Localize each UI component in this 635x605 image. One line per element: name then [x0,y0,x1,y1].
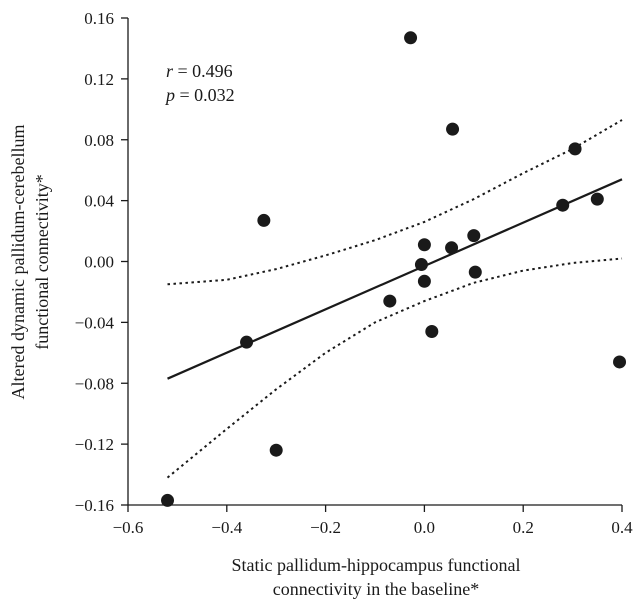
y-tick-label: −0.08 [75,374,114,393]
data-point [414,258,428,272]
ci-upper-line [167,119,623,286]
data-point [556,198,570,212]
x-tick-label: −0.2 [310,518,341,537]
y-tick-label: 0.12 [84,70,114,89]
x-tick-label: 0.2 [513,518,534,537]
ci-lower-line [166,257,623,479]
data-point [445,241,459,255]
data-point [417,238,431,252]
y-axis-title: Altered dynamic pallidum-cerebellum func… [8,125,52,400]
regression-fit [167,178,623,380]
y-tick-label: 0.00 [84,253,114,272]
data-point [468,265,482,279]
y-tick-label: −0.16 [75,496,114,515]
y-axis-title-line-1: Altered dynamic pallidum-cerebellum [8,125,28,400]
data-points [161,31,627,507]
x-tick-label: 0.0 [414,518,435,537]
data-point [417,274,431,288]
data-point [257,213,271,227]
y-ticks: 0.16 0.12 0.08 0.04 0.00 −0.04 −0.08 −0.12 −0.16 [75,9,128,515]
y-tick-label: 0.08 [84,131,114,150]
annotation-r-value: = 0.496 [173,61,233,81]
annotation-p: p = 0.032 [164,85,235,105]
x-axis-title-line-2: connectivity in the baseline* [273,579,479,599]
fit-line [167,178,623,380]
data-point [613,355,627,369]
data-point [269,443,283,457]
y-tick-label: 0.04 [84,192,114,211]
x-axis-title-line-1: Static pallidum-hippocampus functional [232,555,521,575]
data-point [590,192,604,206]
data-point [404,31,418,45]
data-point [446,122,460,136]
y-axis-title-line-2: functional connectivity* [32,174,52,349]
data-point [161,493,175,507]
y-tick-label: 0.16 [84,9,114,28]
data-point [240,335,254,349]
annotation-p-value: = 0.032 [175,85,235,105]
data-point [467,229,481,243]
x-tick-label: −0.4 [211,518,242,537]
x-tick-label: 0.4 [611,518,633,537]
x-tick-label: −0.6 [113,518,144,537]
data-point [568,142,582,156]
x-ticks: −0.6 −0.4 −0.2 0.0 0.2 0.4 [113,505,633,537]
confidence-band [166,119,623,479]
data-point [425,325,439,339]
y-tick-label: −0.12 [75,435,114,454]
annotation-r: r = 0.496 [166,61,233,81]
annotation-r-label: r [166,61,174,81]
y-tick-label: −0.04 [75,313,115,332]
annotation-p-label: p [164,85,175,105]
data-point [383,294,397,308]
